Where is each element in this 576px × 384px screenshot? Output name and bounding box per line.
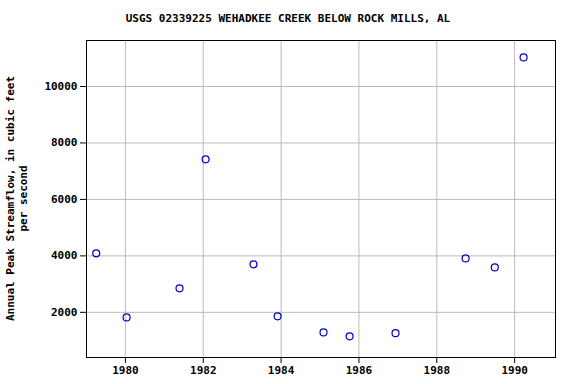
svg-text:8000: 8000 <box>51 136 78 149</box>
svg-text:1986: 1986 <box>346 364 373 377</box>
svg-text:Annual Peak Streamflow, in cub: Annual Peak Streamflow, in cubic feetper… <box>4 76 30 321</box>
svg-text:1984: 1984 <box>268 364 295 377</box>
svg-text:1988: 1988 <box>424 364 451 377</box>
svg-text:4000: 4000 <box>51 249 78 262</box>
svg-text:10000: 10000 <box>44 80 77 93</box>
svg-text:1982: 1982 <box>190 364 217 377</box>
svg-text:1990: 1990 <box>501 364 528 377</box>
html-text:USGS 02339225 WEHADKEE CREEK B: USGS 02339225 WEHADKEE CREEK BELOW ROCK … <box>125 12 451 25</box>
svg-text:1980: 1980 <box>112 364 139 377</box>
svg-text:6000: 6000 <box>51 193 78 206</box>
svg-text:2000: 2000 <box>51 306 78 319</box>
